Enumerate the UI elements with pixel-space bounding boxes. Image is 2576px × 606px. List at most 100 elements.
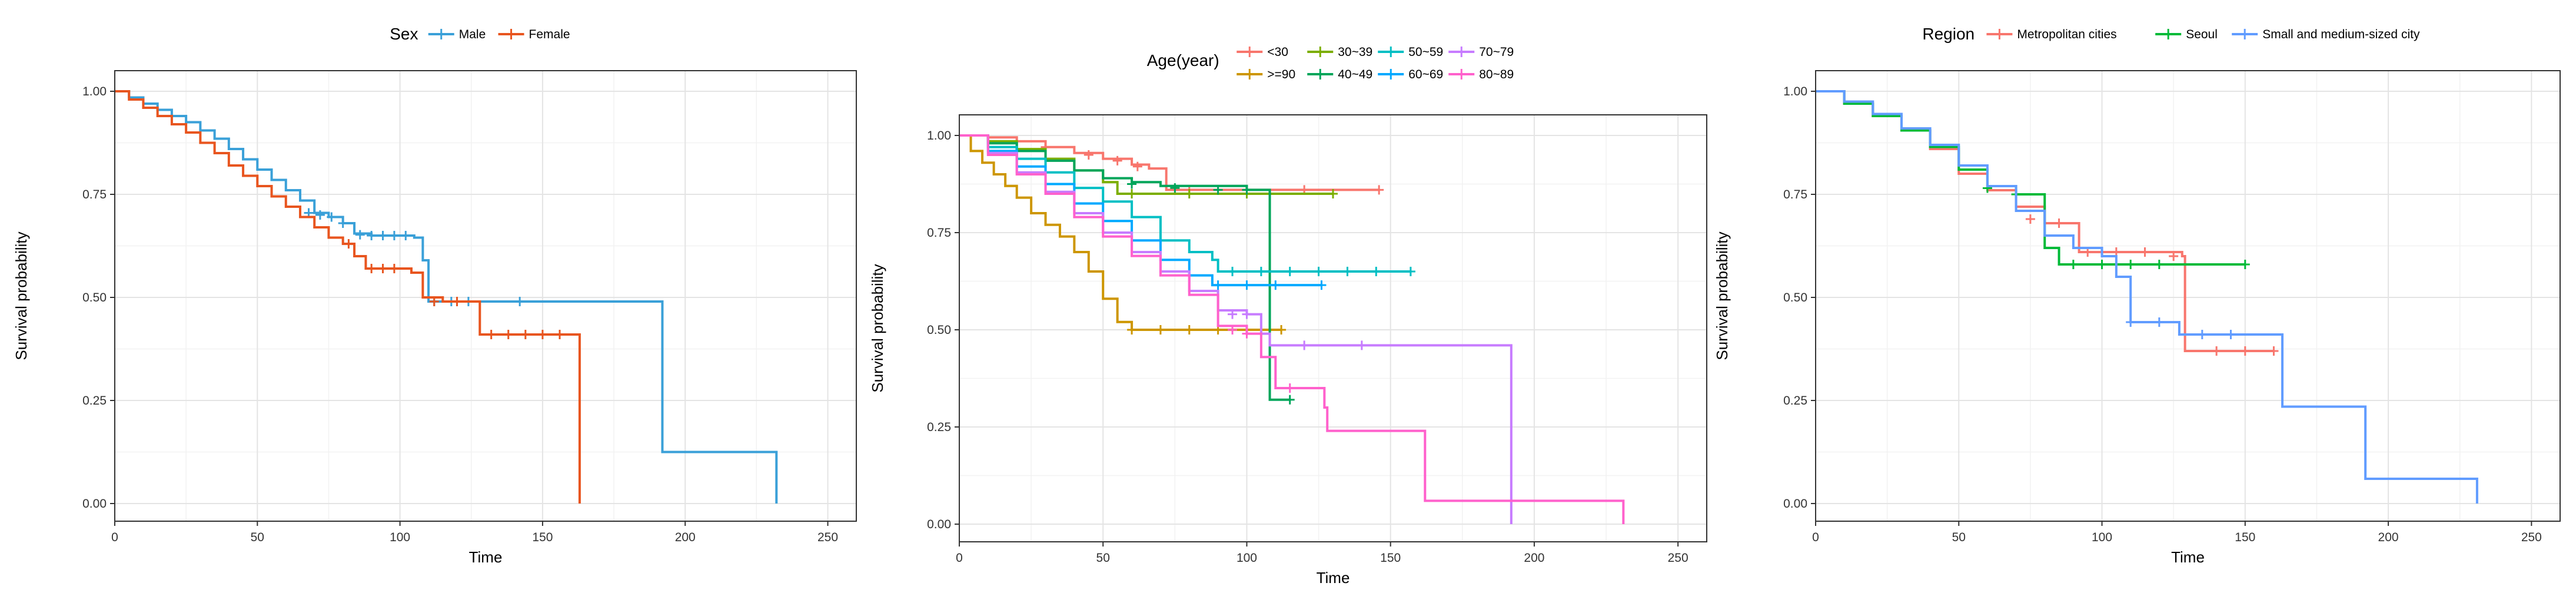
censor-mark bbox=[1285, 383, 1295, 393]
legend-label: <30 bbox=[1267, 45, 1288, 59]
censor-mark bbox=[2240, 260, 2250, 269]
y-axis-title: Survival probability bbox=[869, 264, 886, 392]
survival-curve bbox=[115, 90, 581, 504]
survival-curve bbox=[959, 134, 1282, 331]
legend-label: Male bbox=[459, 28, 486, 41]
y-tick-label: 0.50 bbox=[1783, 291, 1807, 304]
censor-mark bbox=[1342, 267, 1352, 276]
censor-mark bbox=[555, 330, 564, 339]
legend-label: Seoul bbox=[2186, 28, 2218, 41]
censor-mark bbox=[1374, 185, 1384, 195]
y-tick-label: 0.00 bbox=[927, 518, 951, 531]
x-tick-label: 0 bbox=[1812, 531, 1819, 544]
x-tick-label: 200 bbox=[675, 531, 696, 544]
censor-mark bbox=[1314, 267, 1324, 276]
km-panel-age-year: 0 50 100 150 200 250 0.00 0.25 0.50 0.75 1.00 Time S… bbox=[869, 45, 1707, 587]
censor-mark bbox=[2068, 260, 2078, 269]
censor-mark bbox=[1242, 280, 1252, 290]
legend: Region Metropolitan cities Seoul Small and … bbox=[1922, 25, 2420, 43]
censor-mark bbox=[2154, 317, 2164, 327]
censor-mark bbox=[2197, 330, 2207, 339]
censor-mark bbox=[2240, 346, 2250, 356]
censor-mark bbox=[338, 218, 348, 228]
y-tick-label: 0.00 bbox=[82, 497, 107, 511]
censor-mark bbox=[515, 297, 525, 306]
legend-title: Age(year) bbox=[1147, 51, 1219, 69]
legend-label: Small and medium-sized city bbox=[2262, 28, 2420, 41]
legend-label: Female bbox=[529, 28, 570, 41]
censor-mark bbox=[1285, 395, 1295, 405]
censor-mark bbox=[2126, 317, 2136, 327]
legend-key: 80~89 bbox=[1448, 68, 1514, 81]
legend-label: 80~89 bbox=[1479, 68, 1514, 81]
plot-area bbox=[115, 71, 856, 521]
x-tick-label: 250 bbox=[817, 531, 838, 544]
y-axis-title: Survival probability bbox=[1713, 231, 1731, 360]
x-axis-title: Time bbox=[2171, 548, 2205, 566]
survival-curve bbox=[959, 134, 1625, 524]
censor-mark bbox=[1155, 325, 1165, 335]
x-tick-label: 200 bbox=[1524, 551, 1544, 565]
y-tick-label: 0.25 bbox=[1783, 394, 1807, 408]
censor-mark bbox=[1213, 185, 1223, 195]
plot-border bbox=[1815, 70, 2561, 522]
censor-mark bbox=[1317, 280, 1327, 290]
legend: Sex Male Female bbox=[390, 25, 570, 43]
censor-mark bbox=[1242, 309, 1252, 319]
series-80-89 bbox=[959, 134, 1625, 524]
legend-label: 30~39 bbox=[1338, 45, 1372, 59]
legend-key: >=90 bbox=[1237, 68, 1295, 81]
censor-mark bbox=[378, 264, 388, 273]
km-panel-region: 0 50 100 150 200 250 0.00 0.25 0.50 0.75 1.00 Time S… bbox=[1713, 25, 2561, 566]
x-tick-label: 50 bbox=[1096, 551, 1110, 565]
legend-title: Region bbox=[1922, 25, 1975, 43]
censor-mark bbox=[2226, 330, 2236, 339]
x-tick-label: 100 bbox=[2092, 531, 2112, 544]
censor-mark bbox=[401, 231, 411, 240]
y-tick-label: 0.25 bbox=[82, 394, 107, 408]
x-tick-label: 150 bbox=[1380, 551, 1401, 565]
censor-mark bbox=[1184, 189, 1194, 198]
censor-mark bbox=[2169, 251, 2179, 261]
legend-key: 70~79 bbox=[1448, 45, 1514, 59]
censor-mark bbox=[1357, 340, 1367, 350]
series-female bbox=[115, 90, 581, 504]
legend-key: Seoul bbox=[2155, 28, 2218, 41]
censor-mark bbox=[1371, 267, 1381, 276]
legend-key: 60~69 bbox=[1378, 68, 1443, 81]
y-tick-label: 1.00 bbox=[927, 129, 951, 143]
censor-mark bbox=[1285, 267, 1295, 276]
censor-mark bbox=[2054, 218, 2064, 228]
y-tick-label: 0.00 bbox=[1783, 497, 1807, 511]
y-axis-title: Survival probability bbox=[12, 231, 30, 360]
legend-label: 60~69 bbox=[1408, 68, 1443, 81]
x-tick-label: 0 bbox=[111, 531, 118, 544]
y-tick-label: 0.75 bbox=[82, 188, 107, 201]
legend-label: >=90 bbox=[1267, 68, 1295, 81]
y-tick-label: 0.25 bbox=[927, 420, 951, 434]
y-tick-label: 0.50 bbox=[82, 291, 107, 304]
survival-curve bbox=[959, 134, 1380, 191]
legend-key: Male bbox=[428, 28, 486, 41]
x-tick-label: 150 bbox=[532, 531, 553, 544]
censor-mark bbox=[1112, 155, 1122, 165]
censor-mark bbox=[520, 330, 530, 339]
censor-mark bbox=[315, 210, 325, 220]
legend-key: Small and medium-sized city bbox=[2232, 28, 2420, 41]
series-small-and-medium-sized-city bbox=[1816, 90, 2478, 504]
legend-label: 40~49 bbox=[1338, 68, 1372, 81]
y-tick-label: 1.00 bbox=[82, 85, 107, 98]
series-40-49 bbox=[959, 134, 1295, 405]
legend-label: Metropolitan cities bbox=[2017, 28, 2116, 41]
censor-mark bbox=[378, 231, 388, 240]
censor-mark bbox=[2212, 346, 2222, 356]
censor-mark bbox=[429, 297, 439, 306]
x-axis-title: Time bbox=[1317, 569, 1350, 587]
x-tick-label: 250 bbox=[2521, 531, 2542, 544]
censor-mark bbox=[1127, 325, 1137, 335]
x-tick-label: 100 bbox=[1237, 551, 1257, 565]
censor-mark bbox=[367, 264, 377, 273]
censor-mark bbox=[1132, 161, 1142, 171]
